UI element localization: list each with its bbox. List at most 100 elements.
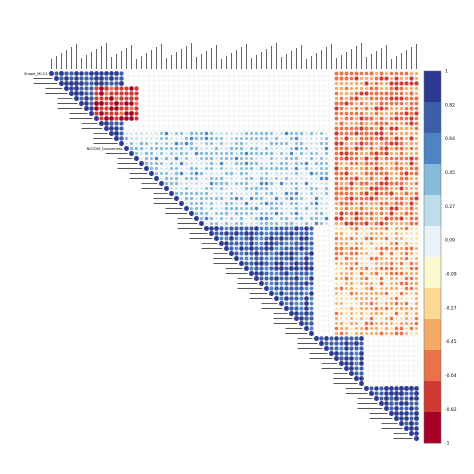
grid-cell xyxy=(208,95,215,102)
grid-cell xyxy=(223,80,230,87)
correlation-circle xyxy=(404,141,409,146)
grid-cell xyxy=(313,330,320,337)
correlation-circle xyxy=(269,266,274,271)
grid-cell xyxy=(298,90,305,97)
correlation-circle xyxy=(294,211,299,216)
grid-cell xyxy=(193,105,200,112)
grid-cell xyxy=(168,105,175,112)
correlation-circle xyxy=(375,277,378,280)
grid-cell xyxy=(298,125,305,132)
correlation-circle xyxy=(354,71,359,76)
correlation-circle xyxy=(374,196,379,201)
grid-cell xyxy=(308,90,315,97)
correlation-circle xyxy=(404,226,409,231)
correlation-circle xyxy=(399,76,404,81)
correlation-circle xyxy=(240,187,243,190)
correlation-circle xyxy=(354,361,359,366)
correlation-circle xyxy=(309,291,314,296)
correlation-circle xyxy=(185,157,188,160)
correlation-circle xyxy=(274,261,279,266)
correlation-circle xyxy=(305,212,308,215)
correlation-circle xyxy=(264,171,269,176)
correlation-circle xyxy=(379,391,384,396)
correlation-circle xyxy=(284,261,289,266)
correlation-circle xyxy=(334,176,339,181)
correlation-circle xyxy=(144,156,149,161)
correlation-circle xyxy=(364,121,369,126)
correlation-circle xyxy=(389,266,394,271)
correlation-circle xyxy=(379,196,384,201)
correlation-circle xyxy=(359,141,364,146)
correlation-circle xyxy=(415,227,418,230)
grid-cell xyxy=(203,85,210,92)
correlation-circle xyxy=(204,226,209,231)
correlation-circle xyxy=(99,121,104,126)
correlation-circle xyxy=(114,91,119,96)
correlation-circle xyxy=(254,146,259,151)
correlation-circle xyxy=(359,201,364,206)
correlation-circle xyxy=(389,76,394,81)
correlation-circle xyxy=(135,137,138,140)
correlation-circle xyxy=(219,196,224,201)
correlation-circle xyxy=(414,161,419,166)
grid-cell xyxy=(198,95,205,102)
grid-cell xyxy=(318,270,325,277)
correlation-circle xyxy=(319,211,324,216)
correlation-circle xyxy=(409,221,414,226)
correlation-circle xyxy=(359,331,364,336)
correlation-circle xyxy=(399,246,404,251)
correlation-circle xyxy=(245,167,248,170)
grid-cell xyxy=(328,330,335,337)
correlation-circle xyxy=(349,196,354,201)
correlation-circle xyxy=(194,201,199,206)
correlation-circle xyxy=(134,86,139,91)
grid-cell xyxy=(198,105,205,112)
correlation-circle xyxy=(294,131,299,136)
correlation-circle xyxy=(344,156,349,161)
correlation-circle xyxy=(399,136,404,141)
grid-cell xyxy=(203,95,210,102)
correlation-circle xyxy=(310,197,313,200)
correlation-circle xyxy=(84,71,89,76)
grid-cell xyxy=(168,85,175,92)
correlation-circle xyxy=(389,116,394,121)
correlation-circle xyxy=(134,111,139,116)
correlation-circle xyxy=(275,157,278,160)
correlation-circle xyxy=(359,116,364,121)
grid-cell xyxy=(413,365,420,372)
correlation-circle xyxy=(379,121,384,126)
correlation-circle xyxy=(285,182,288,185)
grid-cell xyxy=(328,140,335,147)
correlation-circle xyxy=(335,272,338,275)
correlation-circle xyxy=(344,276,349,281)
correlation-circle xyxy=(344,176,349,181)
correlation-circle xyxy=(374,236,379,241)
correlation-circle xyxy=(230,182,233,185)
correlation-circle xyxy=(354,241,359,246)
grid-cell xyxy=(173,80,180,87)
correlation-circle xyxy=(294,201,299,206)
correlation-circle xyxy=(395,257,398,260)
correlation-circle xyxy=(180,167,183,170)
correlation-circle xyxy=(174,181,179,186)
correlation-circle xyxy=(205,182,208,185)
grid-cell xyxy=(173,85,180,92)
correlation-circle xyxy=(159,171,164,176)
correlation-circle xyxy=(414,76,419,81)
correlation-circle xyxy=(335,302,338,305)
correlation-circle xyxy=(364,186,369,191)
correlation-circle xyxy=(104,101,109,106)
grid-cell xyxy=(328,295,335,302)
grid-cell xyxy=(143,120,150,127)
correlation-circle xyxy=(74,76,79,81)
grid-cell xyxy=(203,75,210,82)
correlation-circle xyxy=(279,276,284,281)
correlation-circle xyxy=(225,142,228,145)
correlation-circle xyxy=(99,101,104,106)
grid-cell xyxy=(398,365,405,372)
correlation-circle xyxy=(414,166,419,171)
correlation-circle xyxy=(379,171,384,176)
correlation-circle xyxy=(359,296,364,301)
correlation-circle xyxy=(249,246,254,251)
correlation-circle xyxy=(180,197,183,200)
